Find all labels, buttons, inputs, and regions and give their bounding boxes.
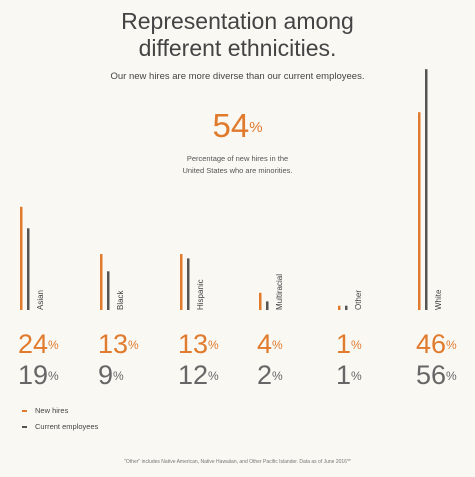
legend-swatch-new	[22, 410, 27, 413]
value-number: 13	[98, 329, 129, 359]
category-label-hispanic: Hispanic	[196, 279, 205, 310]
value-number: 19	[18, 360, 49, 390]
category-label-multiracial: Multiracial	[275, 273, 284, 310]
value-unit: %	[128, 338, 139, 352]
value-number: 56	[416, 360, 447, 390]
value-label-black-current-employees: 9%	[98, 360, 124, 390]
value-unit: %	[351, 338, 362, 352]
value-number: 46	[416, 329, 447, 359]
value-number: 4	[257, 329, 273, 359]
legend-new-hires: New hires	[22, 406, 68, 415]
value-unit: %	[208, 369, 219, 383]
value-label-other-new-hires: 1%	[336, 329, 362, 359]
value-number: 1	[336, 360, 352, 390]
value-label-asian-current-employees: 19%	[18, 360, 59, 390]
value-label-black-new-hires: 13%	[98, 329, 139, 359]
value-unit: %	[446, 338, 457, 352]
value-label-white-new-hires: 46%	[416, 329, 457, 359]
bar-asian-new-hires	[20, 206, 23, 310]
headline-stat-unit: %	[249, 119, 263, 136]
headline-stat-description-line-1: Percentage of new hires in the	[186, 154, 289, 163]
value-label-asian-new-hires: 24%	[18, 329, 59, 359]
bar-white-current-employees	[425, 69, 428, 310]
legend-label-current: Current employees	[35, 422, 99, 431]
value-label-other-current-employees: 1%	[336, 360, 362, 390]
bar-asian-current-employees	[27, 228, 30, 310]
value-unit: %	[48, 338, 59, 352]
category-label-white: White	[434, 289, 443, 310]
headline-stat: 54%	[0, 108, 475, 144]
value-unit: %	[48, 369, 59, 383]
value-unit: %	[272, 369, 283, 383]
chart-title-line-2: different ethnicities.	[138, 35, 337, 61]
value-unit: %	[272, 338, 283, 352]
category-label-black: Black	[116, 290, 125, 310]
value-number: 1	[336, 329, 352, 359]
value-label-multiracial-current-employees: 2%	[257, 360, 283, 390]
legend-label-new: New hires	[35, 406, 69, 415]
value-number: 12	[178, 360, 209, 390]
value-unit: %	[446, 369, 457, 383]
value-unit: %	[113, 369, 124, 383]
value-label-white-current-employees: 56%	[416, 360, 457, 390]
bar-multiracial-current-employees	[266, 301, 269, 310]
legend-swatch-current	[22, 426, 27, 429]
bar-black-current-employees	[107, 271, 110, 310]
bar-other-current-employees	[345, 305, 348, 310]
value-number: 13	[178, 329, 209, 359]
value-label-multiracial-new-hires: 4%	[257, 329, 283, 359]
headline-stat-description-line-2: United States who are minorities.	[182, 166, 293, 175]
value-label-hispanic-current-employees: 12%	[178, 360, 219, 390]
bar-other-new-hires	[338, 305, 341, 310]
legend-current-employees: Current employees	[22, 422, 98, 431]
chart-title-line-1: Representation among	[121, 8, 354, 34]
value-label-hispanic-new-hires: 13%	[178, 329, 219, 359]
value-unit: %	[351, 369, 362, 383]
footnote: "Other" includes Native American, Native…	[124, 459, 351, 465]
category-label-asian: Asian	[36, 289, 45, 310]
value-unit: %	[208, 338, 219, 352]
headline-stat-value: 54	[212, 107, 250, 144]
value-number: 2	[257, 360, 273, 390]
value-number: 24	[18, 329, 49, 359]
headline-stat-description: Percentage of new hires in the United St…	[140, 153, 335, 177]
chart-title: Representation among different ethniciti…	[0, 8, 475, 62]
chart-subtitle: Our new hires are more diverse than our …	[110, 71, 365, 82]
category-label-other: Other	[354, 289, 363, 310]
bar-black-new-hires	[100, 254, 103, 310]
bar-multiracial-new-hires	[259, 292, 262, 310]
bar-white-new-hires	[418, 112, 421, 310]
bar-hispanic-current-employees	[187, 258, 190, 310]
bar-hispanic-new-hires	[180, 254, 183, 310]
value-number: 9	[98, 360, 114, 390]
